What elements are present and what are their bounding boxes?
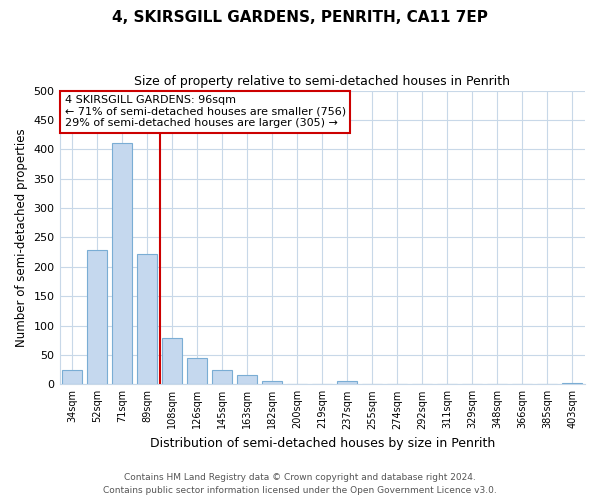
Bar <box>112 144 132 384</box>
Bar <box>162 338 182 384</box>
Bar <box>212 370 232 384</box>
Bar <box>562 382 583 384</box>
Bar <box>137 254 157 384</box>
Bar <box>262 381 282 384</box>
Text: 4 SKIRSGILL GARDENS: 96sqm
← 71% of semi-detached houses are smaller (756)
29% o: 4 SKIRSGILL GARDENS: 96sqm ← 71% of semi… <box>65 95 346 128</box>
Bar <box>337 382 358 384</box>
Text: Contains HM Land Registry data © Crown copyright and database right 2024.
Contai: Contains HM Land Registry data © Crown c… <box>103 474 497 495</box>
Bar <box>62 370 82 384</box>
X-axis label: Distribution of semi-detached houses by size in Penrith: Distribution of semi-detached houses by … <box>149 437 495 450</box>
Title: Size of property relative to semi-detached houses in Penrith: Size of property relative to semi-detach… <box>134 75 510 88</box>
Bar <box>87 250 107 384</box>
Bar <box>187 358 207 384</box>
Text: 4, SKIRSGILL GARDENS, PENRITH, CA11 7EP: 4, SKIRSGILL GARDENS, PENRITH, CA11 7EP <box>112 10 488 25</box>
Bar <box>237 376 257 384</box>
Y-axis label: Number of semi-detached properties: Number of semi-detached properties <box>15 128 28 346</box>
